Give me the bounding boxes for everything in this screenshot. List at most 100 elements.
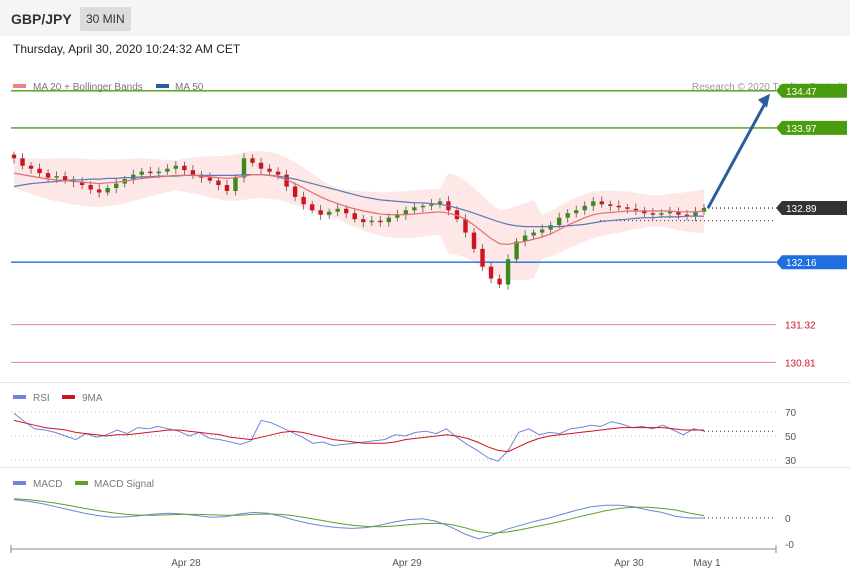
candle-body — [318, 210, 323, 215]
price-legend: MA 20 + Bollinger Bands MA 50 Research ©… — [13, 82, 841, 93]
candle-body — [224, 185, 230, 191]
x-tick-label: May 1 — [693, 558, 721, 569]
rsi-legend: RSI 9MA — [13, 393, 103, 404]
candle-body — [148, 171, 153, 174]
level-tag-pivot — [776, 255, 847, 270]
top-bar: GBP/JPY 30 MIN — [0, 0, 850, 36]
level-label-resistance: 134.47 — [786, 87, 817, 98]
candle-body — [395, 214, 400, 218]
candle-body — [412, 207, 417, 211]
candle-body — [139, 171, 144, 175]
candle-body — [556, 217, 562, 226]
candle-body — [62, 176, 68, 181]
candle-body — [437, 201, 443, 205]
candle-body — [582, 205, 587, 211]
macd-legend-label: MACD — [33, 479, 62, 490]
candle-body — [190, 170, 196, 175]
chart-datetime: Thursday, April 30, 2020 10:24:32 AM CET — [13, 42, 241, 56]
candle-body — [352, 213, 357, 220]
candle-body — [480, 248, 485, 267]
candle-body — [539, 229, 545, 233]
candle-body — [114, 183, 119, 189]
credit-label: Research © 2020 Trading Central — [692, 82, 841, 93]
candle-body — [284, 174, 289, 187]
candle-body — [659, 213, 664, 215]
candle-body — [233, 177, 238, 191]
candle-body — [642, 210, 647, 214]
candle-body — [267, 168, 272, 172]
x-tick-label: Apr 28 — [171, 558, 201, 569]
candle-body — [693, 211, 698, 217]
candle-body — [292, 186, 298, 197]
candle-body — [505, 259, 511, 285]
candle-body — [608, 204, 613, 206]
ma50-legend-swatch — [156, 84, 169, 88]
candle-body — [684, 214, 690, 217]
macd-panel: 0 -0 — [13, 498, 794, 551]
candle-body — [326, 211, 332, 215]
candle-body — [28, 165, 34, 169]
level-label-resistance: 133.97 — [786, 124, 817, 135]
rsi-tick-label: 50 — [785, 432, 797, 443]
level-label-support: 131.32 — [785, 321, 816, 332]
candle-body — [386, 217, 392, 223]
macd-legend: MACD MACD Signal — [13, 479, 154, 490]
level-tag-resistance — [776, 83, 847, 98]
timeframe-button[interactable]: 30 MIN — [80, 7, 131, 31]
x-tick-label: Apr 29 — [392, 558, 422, 569]
candle-body — [429, 204, 434, 206]
candle-body — [463, 219, 468, 233]
candle-body — [156, 171, 162, 174]
candle-body — [165, 168, 170, 172]
candle-body — [182, 165, 187, 171]
candle-body — [531, 232, 536, 236]
rsi-panel: 70 50 30 — [11, 408, 797, 467]
candle-body — [37, 168, 42, 174]
candle-body — [650, 213, 656, 215]
candle-body — [514, 241, 519, 260]
rsi9-line — [13, 419, 704, 453]
price-panel: 134.47 133.97 132.89 132.16 131.32 130.81 — [11, 83, 847, 369]
ma20-legend-label: MA 20 + Bollinger Bands — [33, 82, 143, 93]
macd-signal-line — [13, 498, 705, 534]
candle-body — [131, 174, 136, 180]
level-label-pivot: 132.16 — [786, 258, 817, 269]
forecast-arrow-head — [758, 93, 770, 108]
candle-body — [676, 211, 681, 215]
candle-body — [488, 266, 494, 279]
candle-body — [633, 208, 639, 211]
candle-body — [625, 207, 630, 209]
rsi9-legend-swatch — [62, 395, 75, 399]
level-tag-last — [776, 201, 847, 216]
candle-body — [20, 158, 25, 166]
candle-body — [54, 176, 59, 178]
candle-body — [497, 278, 502, 285]
macd-signal-legend-label: MACD Signal — [94, 479, 154, 490]
candle-body — [420, 205, 426, 208]
candle-body — [378, 220, 383, 223]
candle-body — [344, 208, 349, 214]
rsi-legend-label: RSI — [33, 393, 50, 404]
candle-body — [522, 235, 528, 242]
candle-body — [548, 225, 553, 230]
x-tick-label: Apr 30 — [614, 558, 644, 569]
forecast-arrow — [706, 99, 769, 209]
x-axis: Apr 28 Apr 29 Apr 30 May 1 — [10, 545, 777, 569]
candle-body — [45, 173, 51, 178]
rsi-legend-swatch — [13, 395, 26, 399]
macd-tick-label: 0 — [785, 514, 791, 525]
candle-body — [258, 162, 264, 169]
candle-body — [701, 208, 707, 212]
candle-body — [250, 158, 255, 163]
candle-body — [599, 201, 604, 205]
candle-body — [667, 211, 673, 214]
candle-body — [591, 201, 596, 206]
bollinger-band — [14, 150, 704, 280]
level-label-last: 132.89 — [786, 204, 817, 215]
candle-body — [403, 210, 409, 215]
candle-body — [241, 158, 247, 178]
ma50-legend-label: MA 50 — [175, 82, 204, 93]
rsi-tick-label: 70 — [785, 408, 797, 419]
candle-body — [471, 232, 477, 249]
candle-body — [207, 177, 213, 181]
